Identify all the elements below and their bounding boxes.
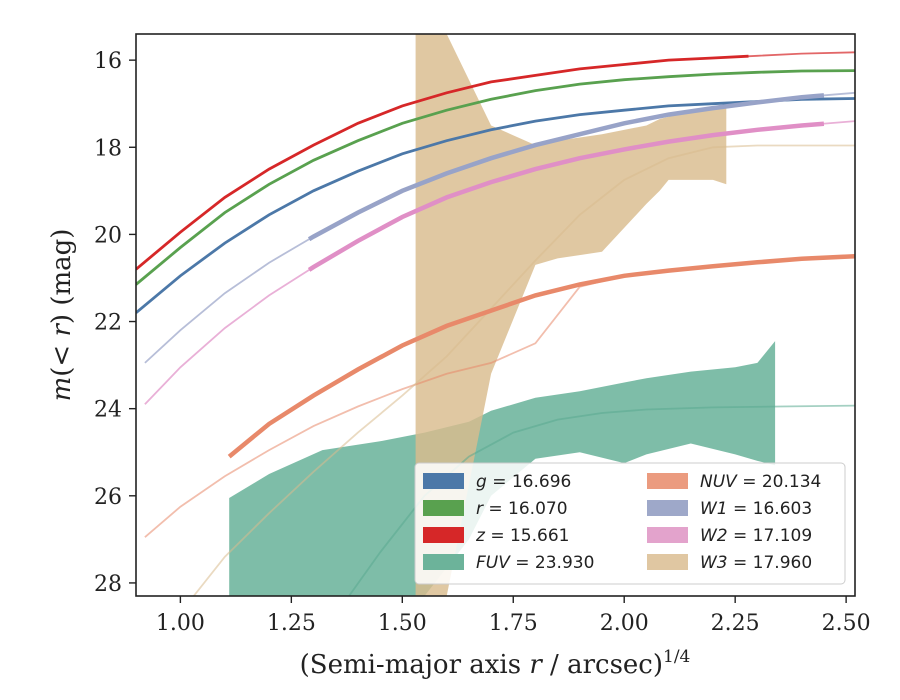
legend-swatch-nuv bbox=[647, 473, 688, 489]
y-axis: 16 18 20 22 24 26 28 bbox=[94, 49, 136, 597]
w1-profile-line bbox=[307, 93, 825, 242]
nuv-profile-line bbox=[227, 253, 855, 459]
legend-swatch-w2 bbox=[647, 527, 688, 543]
w3-uncertainty-band bbox=[415, 34, 727, 596]
legend-swatch-w3 bbox=[647, 554, 688, 570]
y-tick-label: 16 bbox=[94, 49, 122, 74]
profile-curves bbox=[136, 51, 855, 596]
y-tick-label: 18 bbox=[94, 136, 122, 161]
x-tick-label: 1.25 bbox=[267, 611, 316, 636]
legend-label-g: g = 16.696 bbox=[476, 472, 571, 492]
y-tick-label: 26 bbox=[94, 485, 122, 510]
r-profile-line bbox=[136, 69, 855, 286]
x-tick-label: 2.00 bbox=[600, 611, 649, 636]
legend-label-w2: W2 = 17.109 bbox=[700, 526, 812, 546]
legend-label-z: z = 15.661 bbox=[475, 526, 569, 546]
x-axis-title: (Semi-major axis r / arcsec)1/4 bbox=[300, 647, 691, 680]
w3-model-curve bbox=[192, 144, 855, 596]
legend-swatch-r bbox=[423, 500, 464, 516]
x-tick-label: 2.25 bbox=[711, 611, 760, 636]
legend-label-w3: W3 = 17.960 bbox=[700, 553, 812, 573]
legend-swatch-g bbox=[423, 473, 464, 489]
x-axis: 1.00 1.25 1.50 1.75 2.00 2.25 2.50 bbox=[156, 596, 871, 636]
legend-swatch-fuv bbox=[423, 554, 464, 570]
z-profile-line bbox=[136, 54, 749, 271]
legend: g = 16.696 r = 16.070 z = 15.661 FUV = 23.9… bbox=[414, 462, 846, 585]
legend-label-r: r = 16.070 bbox=[476, 499, 568, 519]
x-tick-label: 1.00 bbox=[156, 611, 205, 636]
legend-swatch-z bbox=[423, 527, 464, 543]
legend-box bbox=[414, 462, 846, 585]
y-tick-label: 20 bbox=[94, 223, 122, 248]
y-tick-label: 24 bbox=[94, 398, 122, 423]
legend-label-fuv: FUV = 23.930 bbox=[476, 553, 594, 573]
y-tick-label: 28 bbox=[94, 572, 122, 597]
x-tick-label: 1.75 bbox=[489, 611, 538, 636]
w2-profile-line bbox=[307, 121, 825, 272]
fuv-model-curve bbox=[348, 404, 855, 596]
g-profile-line bbox=[136, 97, 855, 314]
x-tick-label: 1.50 bbox=[378, 611, 427, 636]
legend-label-nuv: NUV = 20.134 bbox=[700, 472, 821, 492]
legend-swatch-w1 bbox=[647, 500, 688, 516]
x-tick-label: 2.50 bbox=[822, 611, 871, 636]
y-tick-label: 22 bbox=[94, 311, 122, 336]
legend-label-w1: W1 = 16.603 bbox=[700, 499, 812, 519]
y-axis-title: m(< r) (mag) bbox=[47, 229, 77, 402]
plot-frame bbox=[135, 33, 856, 597]
